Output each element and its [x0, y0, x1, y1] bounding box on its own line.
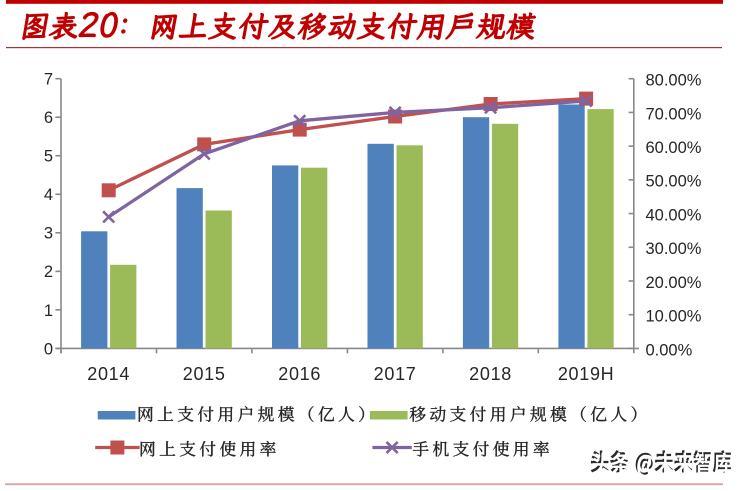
- svg-text:5: 5: [44, 148, 53, 166]
- svg-text:60.00%: 60.00%: [646, 139, 702, 157]
- svg-text:2015: 2015: [183, 364, 226, 384]
- svg-text:7: 7: [44, 71, 53, 89]
- svg-text:2014: 2014: [87, 364, 130, 384]
- svg-text:2019H: 2019H: [558, 364, 615, 384]
- svg-text:0: 0: [44, 340, 53, 358]
- svg-text:2018: 2018: [469, 364, 512, 384]
- svg-text:10.00%: 10.00%: [646, 308, 702, 326]
- svg-text:80.00%: 80.00%: [646, 72, 702, 90]
- svg-text:40.00%: 40.00%: [646, 207, 702, 225]
- svg-text:20.00%: 20.00%: [646, 274, 702, 292]
- svg-text:50.00%: 50.00%: [646, 173, 702, 191]
- svg-text:0.00%: 0.00%: [646, 341, 693, 359]
- svg-text:70.00%: 70.00%: [646, 105, 702, 123]
- svg-text:4: 4: [44, 186, 53, 204]
- svg-text:3: 3: [44, 225, 53, 243]
- svg-text:2: 2: [44, 263, 53, 281]
- svg-text:2017: 2017: [374, 364, 417, 384]
- svg-text:30.00%: 30.00%: [646, 240, 702, 258]
- svg-text:6: 6: [44, 109, 53, 127]
- svg-text:2016: 2016: [278, 364, 321, 384]
- svg-text:1: 1: [44, 302, 53, 320]
